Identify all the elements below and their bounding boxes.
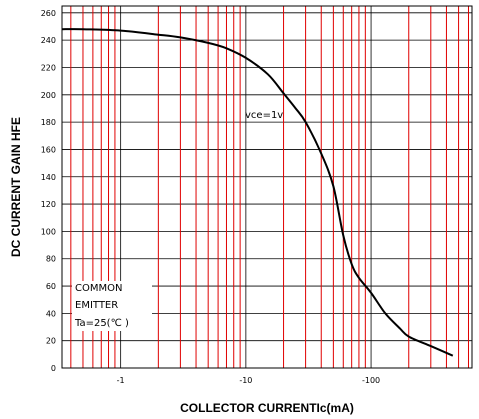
y-tick-label: 100 xyxy=(41,227,56,236)
y-tick-label: 120 xyxy=(41,200,56,209)
x-tick-label: -1 xyxy=(117,376,125,385)
y-axis-ticks: 0 20 40 60 80 100 120 140 160 180 200 220 240 260 xyxy=(41,9,56,373)
y-tick-label: 180 xyxy=(41,118,56,127)
y-tick-label: 200 xyxy=(41,91,56,100)
y-tick-label: 80 xyxy=(46,255,56,264)
series-curves xyxy=(61,28,454,357)
x-tick-label: -10 xyxy=(239,376,252,385)
y-tick-label: 60 xyxy=(46,282,56,291)
condition-line-emitter: EMITTER xyxy=(75,300,118,311)
y-tick-label: 0 xyxy=(51,364,56,373)
y-tick-label: 160 xyxy=(41,145,56,154)
x-axis-ticks: -1 -10 -100 xyxy=(117,376,380,385)
x-axis-title: COLLECTOR CURRENTIc(mA) xyxy=(180,401,354,415)
plot-frame xyxy=(61,5,473,369)
series-line xyxy=(61,28,454,357)
y-tick-label: 20 xyxy=(46,337,56,346)
grid-lines xyxy=(62,6,472,369)
curve-label-vce: vce=1v xyxy=(245,110,283,121)
condition-line-common: COMMON xyxy=(75,283,122,294)
y-tick-label: 140 xyxy=(41,173,56,182)
y-tick-label: 240 xyxy=(41,36,56,45)
x-tick-label: -100 xyxy=(362,376,380,385)
y-tick-label: 220 xyxy=(41,63,56,72)
y-tick-label: 40 xyxy=(46,309,56,318)
condition-line-temperature: Ta=25(℃ ) xyxy=(74,318,129,329)
condition-box-background xyxy=(72,281,152,331)
y-tick-label: 260 xyxy=(41,9,56,18)
y-axis-title: DC CURRENT GAIN HFE xyxy=(9,117,23,257)
